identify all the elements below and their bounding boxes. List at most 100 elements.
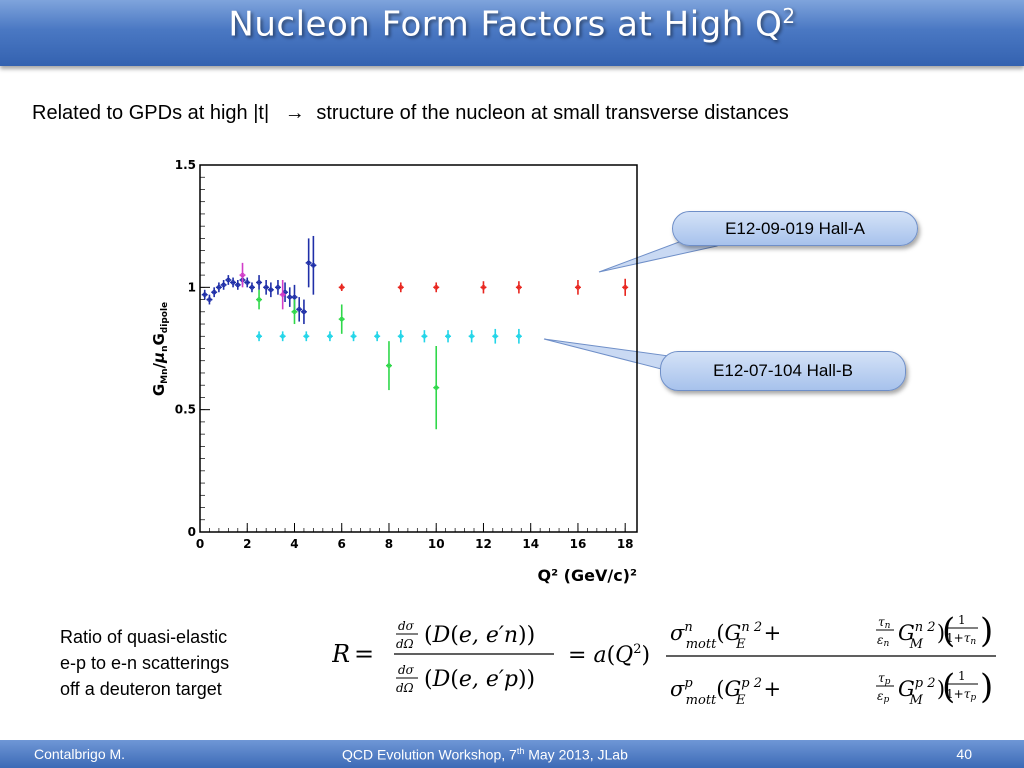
svg-text:εn: εn	[877, 633, 889, 649]
data-point	[211, 287, 218, 298]
data-point	[305, 238, 312, 288]
x-tick-label: 0	[196, 537, 204, 551]
data-point	[622, 278, 629, 296]
point-dot	[339, 285, 345, 290]
data-point	[206, 294, 213, 305]
point-dot	[256, 280, 262, 285]
svg-text:(D(e, e′p)): (D(e, e′p))	[424, 667, 535, 692]
point-dot	[216, 285, 222, 290]
data-point	[248, 282, 255, 293]
svg-text:(: (	[942, 611, 955, 651]
y-axis-label: GMn/μnGdipole	[150, 302, 170, 396]
point-dot	[398, 285, 404, 290]
x-tick-label: 12	[475, 537, 492, 551]
data-point	[225, 275, 232, 285]
svg-text:εp: εp	[877, 689, 889, 705]
data-point	[421, 330, 428, 343]
footer-author: Contalbrigo M.	[34, 746, 126, 762]
svg-text:1+τn: 1+τn	[946, 631, 976, 647]
data-point	[350, 331, 357, 342]
x-tick-label: 18	[617, 537, 634, 551]
x-tick-label: 6	[338, 537, 346, 551]
point-dot	[374, 333, 380, 339]
point-dot	[306, 260, 311, 266]
point-dot	[235, 282, 241, 288]
point-dot	[211, 289, 217, 295]
x-tick-label: 4	[290, 537, 298, 551]
data-point	[256, 275, 263, 290]
point-dot	[445, 333, 451, 339]
point-dot	[351, 333, 356, 339]
form-factor-chart: 0 2 4 6 8 10 12 14 16 18 0 0.5 1 1.5 GMn/μnGdipole Q²…	[150, 158, 718, 585]
point-dot	[221, 282, 226, 288]
y-tick-label: 1.5	[175, 158, 196, 172]
data-point	[397, 282, 404, 293]
data-point	[310, 235, 317, 295]
point-dot	[481, 285, 486, 290]
point-dot	[280, 333, 285, 339]
data-point	[263, 279, 270, 295]
point-dot	[275, 285, 281, 290]
data-point	[291, 299, 298, 325]
svg-text:dσ: dσ	[398, 619, 415, 633]
svg-text:dΩ: dΩ	[396, 681, 414, 695]
point-dot	[303, 333, 309, 339]
data-point	[220, 279, 227, 290]
x-tick-label: 10	[428, 537, 445, 551]
data-point	[300, 299, 307, 325]
point-dot	[230, 280, 236, 285]
footer-bar	[0, 740, 1024, 768]
data-point	[574, 279, 581, 295]
svg-text:): )	[980, 667, 993, 707]
ratio-description: Ratio of quasi-elastic e-p to e-n scatte…	[60, 624, 300, 702]
data-point	[515, 281, 522, 294]
point-dot	[256, 333, 262, 339]
y-tick-label: 1	[188, 280, 196, 294]
data-point	[445, 330, 452, 343]
point-dot	[622, 285, 628, 290]
point-dot	[207, 297, 212, 302]
subtitle-part-a: Related to GPDs at high |t|	[32, 102, 270, 124]
callout-hall-a-label: E12-09-019 Hall-A	[725, 219, 865, 238]
data-point	[215, 282, 222, 293]
data-point	[256, 331, 263, 342]
svg-text:τn: τn	[878, 615, 891, 631]
point-dot	[268, 287, 274, 293]
callout-hall-b: E12-07-104 Hall-B	[660, 351, 906, 391]
svg-text:): )	[980, 611, 993, 651]
data-point	[374, 331, 381, 342]
callout-hall-b-label: E12-07-104 Hall-B	[713, 361, 853, 380]
svg-text:dΩ: dΩ	[396, 637, 414, 651]
svg-text:1: 1	[958, 613, 966, 627]
footer-page-number: 40	[956, 746, 972, 762]
ratio-formula: R = dσ dΩ (D(e, e′n)) dσ dΩ (D(e, e′p)) …	[332, 611, 996, 708]
data-point	[397, 330, 404, 343]
svg-text:R: R	[332, 640, 350, 668]
slide-subtitle: Related to GPDs at high |t| → structure …	[32, 102, 789, 125]
point-dot	[339, 316, 345, 322]
point-dot	[516, 285, 522, 290]
x-tick-label: 2	[243, 537, 251, 551]
point-dot	[398, 333, 404, 339]
x-axis-label: Q² (GeV/c)²	[537, 566, 637, 585]
ratio-line-3: off a deuteron target	[60, 679, 222, 699]
footer-event-superscript: th	[516, 746, 525, 756]
data-point	[433, 346, 440, 430]
data-point	[303, 331, 310, 342]
point-dot	[433, 285, 439, 290]
point-dot	[311, 263, 316, 268]
data-point	[234, 279, 241, 290]
point-dot	[202, 292, 208, 297]
svg-text:(D(e, e′n)): (D(e, e′n))	[424, 623, 535, 648]
data-point	[244, 277, 251, 288]
svg-text:1: 1	[958, 669, 966, 683]
x-tick-label: 14	[522, 537, 539, 551]
point-dot	[296, 307, 302, 312]
ratio-line-2: e-p to e-n scatterings	[60, 653, 230, 673]
title-superscript: 2	[782, 4, 796, 28]
point-dot	[433, 385, 439, 390]
point-dot	[422, 333, 427, 339]
point-dot	[256, 297, 262, 302]
y-tick-label: 0.5	[175, 403, 196, 417]
point-dot	[301, 309, 307, 315]
